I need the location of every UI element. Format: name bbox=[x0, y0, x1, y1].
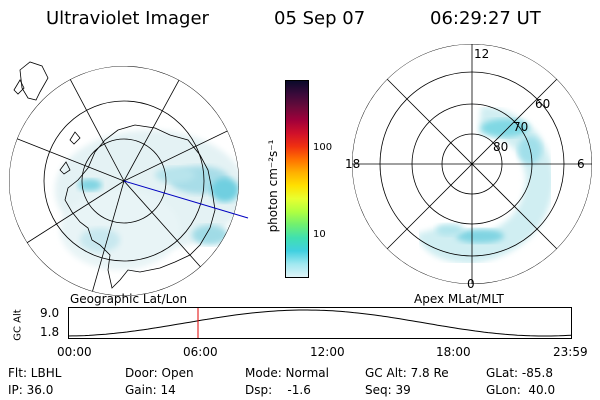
mlt-label-18: 18 bbox=[345, 157, 361, 171]
alt-xtick-0000: 00:00 bbox=[57, 345, 92, 359]
alt-plot-ylabel: GC Alt bbox=[12, 309, 24, 341]
alt-ytick-1: 1.8 bbox=[40, 325, 60, 339]
info-glon: GLon: 40.0 bbox=[486, 383, 556, 397]
time: 06:29:27 UT bbox=[430, 8, 541, 29]
info-door: Door: Open bbox=[125, 366, 194, 380]
geographic-map-label: Geographic Lat/Lon bbox=[70, 292, 188, 306]
info-ip: IP: 36.0 bbox=[8, 383, 54, 397]
info-dsp: Dsp: -1.6 bbox=[245, 383, 311, 397]
colorbar-gradient bbox=[286, 81, 308, 277]
info-gc-alt: GC Alt: 7.8 Re bbox=[365, 366, 449, 380]
mlt-label-12: 12 bbox=[474, 47, 490, 61]
alt-ytick-9: 9.0 bbox=[40, 306, 60, 320]
mlt-label-6: 6 bbox=[577, 157, 585, 171]
alt-xtick-1200: 12:00 bbox=[310, 345, 345, 359]
geographic-map bbox=[9, 61, 249, 296]
colorbar-tick-10: 10 bbox=[313, 229, 326, 240]
info-gain: Gain: 14 bbox=[125, 383, 176, 397]
colorbar bbox=[285, 80, 309, 278]
mlt-label-0: 0 bbox=[467, 277, 475, 291]
alt-xtick-0600: 06:00 bbox=[183, 345, 218, 359]
lat-label-70: 70 bbox=[513, 120, 529, 134]
info-flt: Flt: LBHL bbox=[8, 366, 62, 380]
date: 05 Sep 07 bbox=[274, 8, 366, 29]
alt-xtick-1800: 18:00 bbox=[436, 345, 471, 359]
magnetic-map-label: Apex MLat/MLT bbox=[414, 292, 504, 306]
altitude-curve bbox=[67, 309, 573, 337]
lat-label-60: 60 bbox=[535, 97, 551, 111]
magnetic-map bbox=[352, 44, 592, 284]
alt-xtick-2359: 23:59 bbox=[553, 345, 588, 359]
lat-label-80: 80 bbox=[493, 140, 509, 154]
info-mode: Mode: Normal bbox=[245, 366, 329, 380]
info-glat: GLat: -85.8 bbox=[486, 366, 553, 380]
info-seq: Seq: 39 bbox=[365, 383, 411, 397]
title: Ultraviolet Imager bbox=[46, 8, 209, 29]
colorbar-tick-100: 100 bbox=[313, 142, 333, 153]
colorbar-unit-label: photon cm⁻²s⁻¹ bbox=[266, 139, 280, 233]
altitude-plot bbox=[67, 307, 573, 339]
